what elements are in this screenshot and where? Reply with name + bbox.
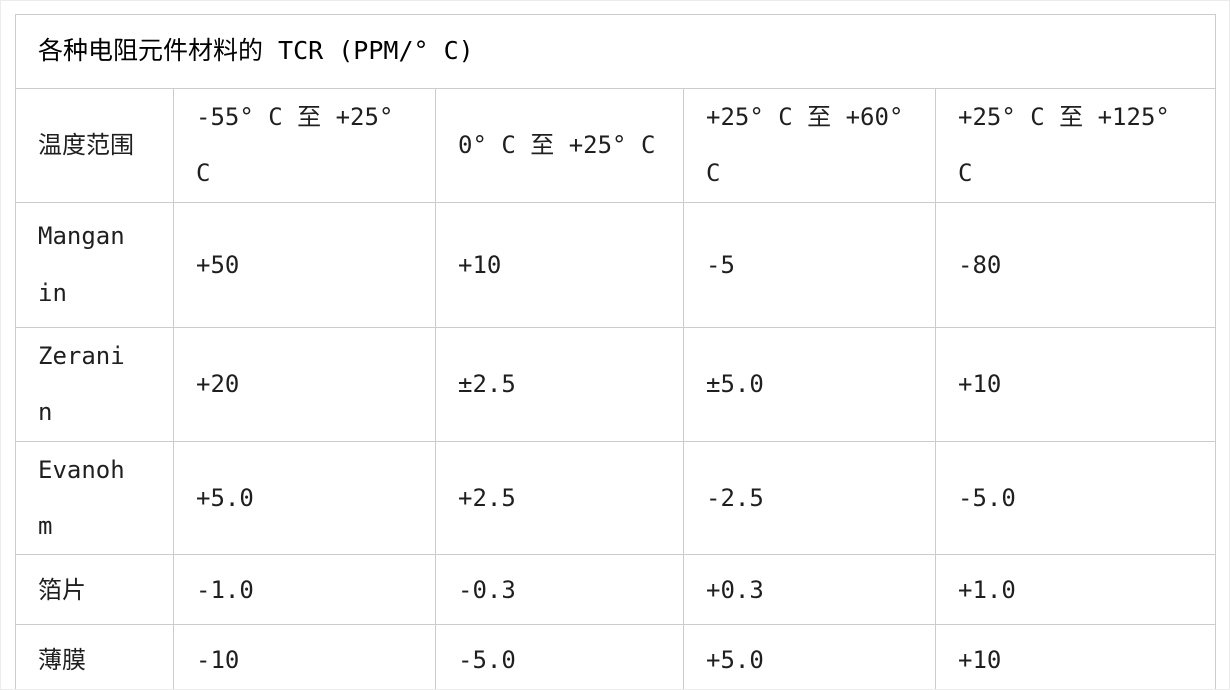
material-cell: 薄膜 xyxy=(15,624,174,689)
value-cell: -2.5 xyxy=(683,440,936,556)
table-title: 各种电阻元件材料的 TCR (PPM/° C) xyxy=(14,14,1217,89)
column-header-range-4: +25° C 至 +125° C xyxy=(934,88,1217,203)
value-cell: +10 xyxy=(435,201,684,328)
value-cell: -10 xyxy=(173,624,436,689)
value-cell: -5.0 xyxy=(435,624,684,689)
value-cell: +10 xyxy=(934,326,1217,442)
material-cell: Manganin xyxy=(15,201,174,328)
material-cell: Zeranin xyxy=(15,326,174,442)
value-cell: -0.3 xyxy=(435,554,684,626)
table-row: Evanohm +5.0 +2.5 -2.5 -5.0 xyxy=(15,440,1217,556)
value-cell: -5 xyxy=(683,201,936,328)
table-row: 箔片 -1.0 -0.3 +0.3 +1.0 xyxy=(15,554,1217,626)
value-cell: +1.0 xyxy=(934,554,1217,626)
material-cell: 箔片 xyxy=(15,554,174,626)
material-cell: Evanohm xyxy=(15,440,174,556)
column-header-temp-range: 温度范围 xyxy=(15,88,174,203)
value-cell: +0.3 xyxy=(683,554,936,626)
table-row: Zeranin +20 ±2.5 ±5.0 +10 xyxy=(15,326,1217,442)
table-row: 薄膜 -10 -5.0 +5.0 +10 xyxy=(15,624,1217,689)
value-cell: +2.5 xyxy=(435,440,684,556)
value-cell: +20 xyxy=(173,326,436,442)
value-cell: +10 xyxy=(934,624,1217,689)
table-row: Manganin +50 +10 -5 -80 xyxy=(15,201,1217,328)
value-cell: +50 xyxy=(173,201,436,328)
value-cell: +5.0 xyxy=(683,624,936,689)
column-header-range-3: +25° C 至 +60° C xyxy=(683,88,936,203)
value-cell: ±5.0 xyxy=(683,326,936,442)
value-cell: -1.0 xyxy=(173,554,436,626)
value-cell: +5.0 xyxy=(173,440,436,556)
table-title-row: 各种电阻元件材料的 TCR (PPM/° C) xyxy=(14,14,1217,89)
tcr-table-container: 各种电阻元件材料的 TCR (PPM/° C) 温度范围 -55° C 至 +2… xyxy=(14,14,1217,689)
column-header-range-1: -55° C 至 +25° C xyxy=(173,88,436,203)
value-cell: -80 xyxy=(934,201,1217,328)
table-header-row: 温度范围 -55° C 至 +25° C 0° C 至 +25° C +25° … xyxy=(15,88,1217,203)
column-header-range-2: 0° C 至 +25° C xyxy=(435,88,684,203)
value-cell: ±2.5 xyxy=(435,326,684,442)
tcr-table: 各种电阻元件材料的 TCR (PPM/° C) 温度范围 -55° C 至 +2… xyxy=(14,14,1217,689)
value-cell: -5.0 xyxy=(934,440,1217,556)
